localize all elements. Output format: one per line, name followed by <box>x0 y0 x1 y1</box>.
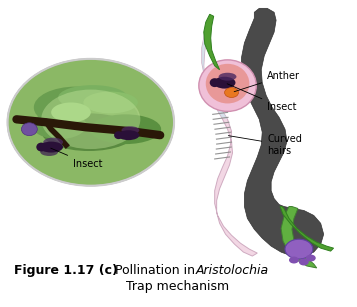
Ellipse shape <box>121 126 139 134</box>
Text: Insect: Insect <box>51 148 102 169</box>
Text: Insect: Insect <box>227 84 297 112</box>
Ellipse shape <box>114 131 123 139</box>
Polygon shape <box>281 207 317 268</box>
Ellipse shape <box>51 103 91 122</box>
Ellipse shape <box>289 257 299 263</box>
Ellipse shape <box>34 87 118 128</box>
Text: Pollination in: Pollination in <box>107 264 198 277</box>
Ellipse shape <box>74 99 138 131</box>
Ellipse shape <box>43 138 63 146</box>
Ellipse shape <box>90 114 161 144</box>
Ellipse shape <box>32 111 86 139</box>
Ellipse shape <box>40 148 58 156</box>
Polygon shape <box>202 18 257 256</box>
Ellipse shape <box>210 78 220 87</box>
Ellipse shape <box>36 142 46 152</box>
Ellipse shape <box>117 130 139 140</box>
Text: Figure 1.17 (c): Figure 1.17 (c) <box>14 264 117 277</box>
Ellipse shape <box>218 73 236 81</box>
Ellipse shape <box>84 91 138 113</box>
Ellipse shape <box>41 90 140 149</box>
Ellipse shape <box>199 60 256 111</box>
Polygon shape <box>202 20 227 119</box>
Ellipse shape <box>306 255 316 262</box>
Polygon shape <box>280 207 333 251</box>
Ellipse shape <box>214 77 236 89</box>
Text: Aristolochia: Aristolochia <box>196 264 269 277</box>
Polygon shape <box>204 14 220 70</box>
Ellipse shape <box>21 123 37 136</box>
Text: -: - <box>257 264 266 277</box>
Ellipse shape <box>206 64 249 103</box>
Text: Trap mechanism: Trap mechanism <box>126 280 230 293</box>
Text: Anther: Anther <box>234 71 300 92</box>
Ellipse shape <box>39 142 63 153</box>
Text: Curved
hairs: Curved hairs <box>228 134 302 156</box>
Ellipse shape <box>42 113 136 151</box>
Polygon shape <box>241 8 324 256</box>
Ellipse shape <box>58 85 127 110</box>
Ellipse shape <box>7 59 174 186</box>
Ellipse shape <box>299 258 309 266</box>
Ellipse shape <box>225 87 238 98</box>
Ellipse shape <box>285 239 313 259</box>
